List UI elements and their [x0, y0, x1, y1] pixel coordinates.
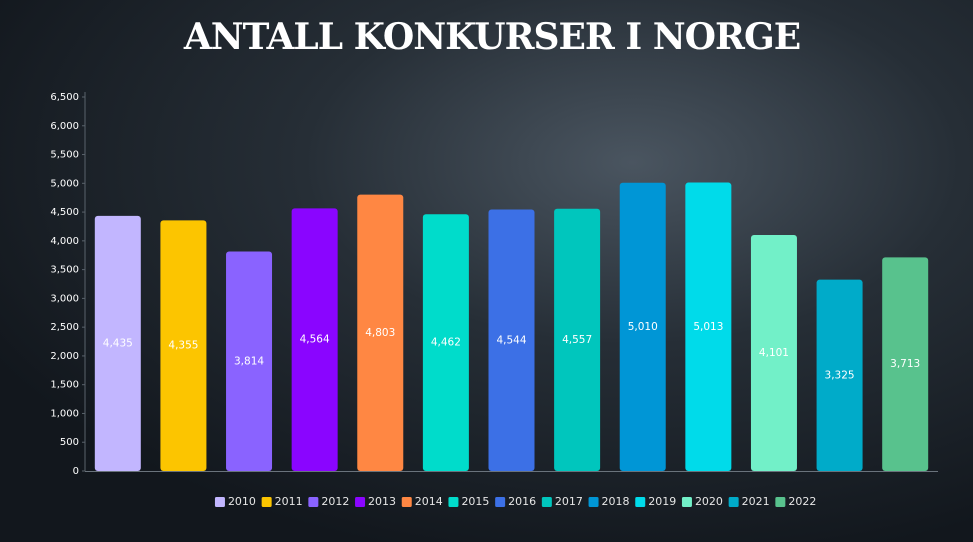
legend-swatch[interactable] [541, 497, 552, 507]
legend-label[interactable]: 2010 [228, 495, 256, 508]
legend-label[interactable]: 2018 [602, 495, 630, 508]
legend-label[interactable]: 2014 [415, 495, 443, 508]
y-tick-label: 5,000 [50, 178, 79, 189]
bar [94, 215, 141, 471]
value-label: 4,564 [300, 334, 330, 346]
y-tick-label: 500 [60, 437, 79, 448]
y-tick-label: 6,000 [50, 121, 79, 132]
legend-swatch[interactable] [308, 497, 319, 507]
value-label: 3,325 [825, 369, 855, 381]
y-tick-label: 1,500 [50, 380, 79, 391]
bar [226, 251, 273, 471]
legend-swatch[interactable] [775, 497, 786, 507]
y-tick-label: 2,500 [50, 322, 79, 333]
y-tick-label: 3,500 [50, 265, 79, 276]
value-label: 4,544 [496, 334, 526, 346]
legend-label[interactable]: 2015 [461, 495, 489, 508]
y-tick-label: 4,000 [50, 236, 79, 247]
value-label: 4,803 [365, 327, 395, 339]
legend-swatch[interactable] [588, 497, 599, 507]
bar [488, 209, 535, 471]
y-tick-label: 3,000 [50, 293, 79, 304]
bar [357, 194, 404, 472]
value-label: 5,010 [628, 321, 658, 333]
value-label: 4,355 [168, 340, 198, 352]
legend-swatch[interactable] [635, 497, 646, 507]
legend-label[interactable]: 2019 [648, 495, 676, 508]
legend-swatch[interactable] [495, 497, 506, 507]
legend-label[interactable]: 2021 [742, 495, 770, 508]
bar [816, 279, 863, 471]
legend-label[interactable]: 2012 [321, 495, 349, 508]
legend-swatch[interactable] [355, 497, 366, 507]
bar [619, 182, 666, 472]
legend-label[interactable]: 2016 [508, 495, 536, 508]
value-label: 4,557 [562, 334, 592, 346]
legend-swatch[interactable] [448, 497, 459, 507]
value-label: 3,713 [890, 358, 920, 370]
legend-label[interactable]: 2022 [788, 495, 816, 508]
y-tick-label: 6,500 [50, 92, 79, 103]
legend-swatch[interactable] [401, 497, 412, 507]
bar [750, 235, 797, 471]
value-label: 3,814 [234, 355, 264, 367]
bar [422, 214, 469, 472]
chart-title: ANTALL KONKURSER I NORGE [183, 16, 800, 58]
y-tick-label: 2,000 [50, 351, 79, 362]
value-label: 5,013 [693, 321, 723, 333]
bar [554, 208, 601, 471]
y-tick-label: 4,500 [50, 207, 79, 218]
legend-label[interactable]: 2020 [695, 495, 723, 508]
bar [685, 182, 732, 471]
bar [160, 220, 207, 471]
legend-swatch[interactable] [261, 497, 272, 507]
y-tick-label: 0 [73, 466, 79, 477]
legend-swatch[interactable] [681, 497, 692, 507]
legend-swatch[interactable] [214, 497, 225, 507]
value-label: 4,101 [759, 347, 789, 359]
bar [291, 208, 338, 471]
legend-label[interactable]: 2011 [275, 495, 303, 508]
y-tick-label: 5,500 [50, 150, 79, 161]
legend-label[interactable]: 2013 [368, 495, 396, 508]
legend-label[interactable]: 2017 [555, 495, 583, 508]
bar [882, 257, 929, 471]
y-tick-label: 1,000 [50, 408, 79, 419]
value-label: 4,462 [431, 337, 461, 349]
value-label: 4,435 [103, 337, 133, 349]
legend-swatch[interactable] [728, 497, 739, 507]
